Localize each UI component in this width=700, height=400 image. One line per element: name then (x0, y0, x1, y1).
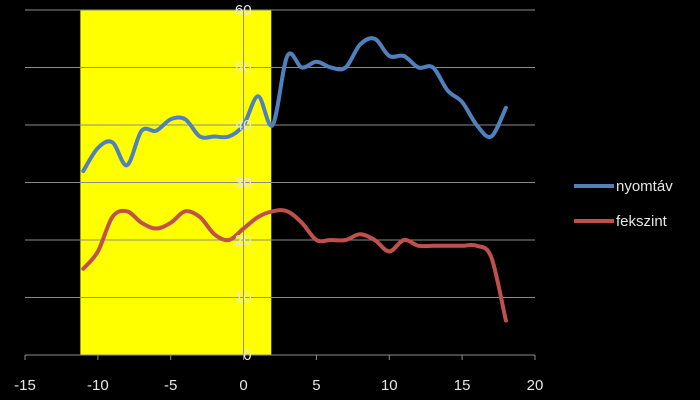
series-1-point-23 (416, 244, 420, 248)
x-tick-label-4: 5 (312, 377, 320, 394)
y-tick-label-6: 60 (235, 2, 252, 19)
series-1-point-14 (285, 209, 289, 213)
series-0-point-1 (96, 146, 100, 150)
series-0-point-20 (373, 37, 377, 41)
x-tick-label-5: 10 (381, 377, 398, 394)
series-0-point-15 (300, 66, 304, 70)
series-1-point-13 (271, 209, 275, 213)
series-0-point-8 (198, 135, 202, 139)
series-1-point-27 (475, 244, 479, 248)
series-0-point-7 (183, 117, 187, 121)
series-0-point-0 (81, 169, 85, 173)
x-tick-label-7: 20 (527, 377, 544, 394)
series-1-point-16 (314, 238, 318, 242)
series-1-point-28 (489, 255, 493, 259)
series-1-point-18 (344, 238, 348, 242)
series-1-point-22 (402, 238, 406, 242)
legend-label-1: fekszint (616, 213, 668, 230)
series-0-point-19 (358, 43, 362, 47)
series-1-point-24 (431, 244, 435, 248)
series-0-point-26 (460, 100, 464, 104)
series-0-point-10 (227, 135, 231, 139)
series-1-point-2 (110, 215, 114, 219)
series-0-point-2 (110, 140, 114, 144)
series-0-point-14 (285, 54, 289, 58)
series-1-point-20 (373, 238, 377, 242)
series-0-point-28 (489, 135, 493, 139)
series-line-1 (81, 208, 508, 323)
series-1-point-19 (358, 232, 362, 236)
y-tick-label-0: 0 (243, 347, 251, 364)
series-0-point-9 (212, 135, 216, 139)
y-tick-label-5: 50 (235, 60, 252, 77)
series-0-point-6 (169, 117, 173, 121)
series-0-point-3 (125, 163, 129, 167)
series-1-point-9 (212, 232, 216, 236)
series-1-point-11 (242, 227, 246, 231)
series-1-point-8 (198, 215, 202, 219)
series-0-point-4 (140, 129, 144, 133)
y-tick-label-3: 30 (235, 175, 252, 192)
series-0-point-13 (271, 123, 275, 127)
y-tick-label-1: 10 (235, 290, 252, 307)
series-1-point-10 (227, 238, 231, 242)
series-1-point-26 (460, 244, 464, 248)
series-1-point-7 (183, 209, 187, 213)
series-0-point-24 (431, 66, 435, 70)
series-1-point-21 (387, 250, 391, 254)
series-1-point-6 (169, 221, 173, 225)
series-0-point-23 (416, 66, 420, 70)
series-line-0 (81, 36, 508, 173)
series-1-point-12 (256, 215, 260, 219)
x-tick-label-1: -10 (87, 377, 109, 394)
series-0-point-5 (154, 129, 158, 133)
series-1-point-25 (446, 244, 450, 248)
x-tick-label-2: -5 (164, 377, 177, 394)
y-tick-label-2: 20 (235, 232, 252, 249)
series-0-point-18 (344, 66, 348, 70)
series-0-point-21 (387, 54, 391, 58)
series-1-point-4 (140, 221, 144, 225)
x-tick-label-0: -15 (14, 377, 36, 394)
series-1-point-29 (504, 319, 508, 323)
series-0-point-17 (329, 66, 333, 70)
series-0-point-29 (504, 106, 508, 110)
x-tick-label-6: 15 (454, 377, 471, 394)
series-1-point-15 (300, 221, 304, 225)
legend: nyomtáv fekszint (574, 178, 673, 230)
series-1-point-1 (96, 250, 100, 254)
series-0-point-25 (446, 89, 450, 93)
series-0-point-16 (314, 60, 318, 64)
series-0-point-12 (256, 94, 260, 98)
legend-label-0: nyomtáv (616, 178, 673, 195)
series-1-point-0 (81, 267, 85, 271)
series-1-point-3 (125, 209, 129, 213)
series-1-point-5 (154, 227, 158, 231)
series-0-point-22 (402, 54, 406, 58)
y-tick-label-4: 40 (235, 117, 252, 134)
series-0-point-27 (475, 123, 479, 127)
x-tick-label-3: 0 (239, 377, 247, 394)
series-1-point-17 (329, 238, 333, 242)
